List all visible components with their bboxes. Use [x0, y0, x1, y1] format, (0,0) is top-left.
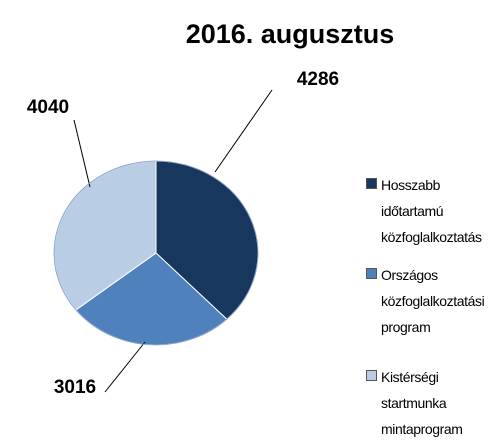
chart-title: 2016. augusztus	[186, 19, 395, 49]
data-label: 3016	[54, 377, 96, 398]
leader-line	[214, 89, 273, 173]
leader-line	[104, 341, 146, 393]
page: {"chart_data": {"type": "pie", "title": …	[26, 19, 497, 437]
legend-entry: Kistérségi startmunka mintaprogram	[366, 364, 497, 442]
pie-outline	[53, 160, 259, 346]
legend-label: Kistérségi startmunka mintaprogram	[381, 369, 463, 437]
leader-line	[73, 119, 91, 188]
data-label: 4040	[27, 97, 69, 118]
legend-label: Országos közfoglalkoztatási program	[381, 267, 485, 335]
legend-entry: Országos közfoglalkoztatási program	[366, 262, 497, 340]
legend-label: Hosszabb időtartamú közfoglalkoztatás	[381, 177, 482, 245]
legend-entry: Hosszabb időtartamú közfoglalkoztatás	[366, 172, 497, 250]
legend-swatch	[366, 178, 377, 189]
chart: 2016. augusztus 4286 3016 4040	[27, 19, 395, 398]
legend-swatch	[366, 370, 377, 381]
legend-swatch	[366, 268, 377, 279]
data-label: 4286	[297, 69, 339, 90]
